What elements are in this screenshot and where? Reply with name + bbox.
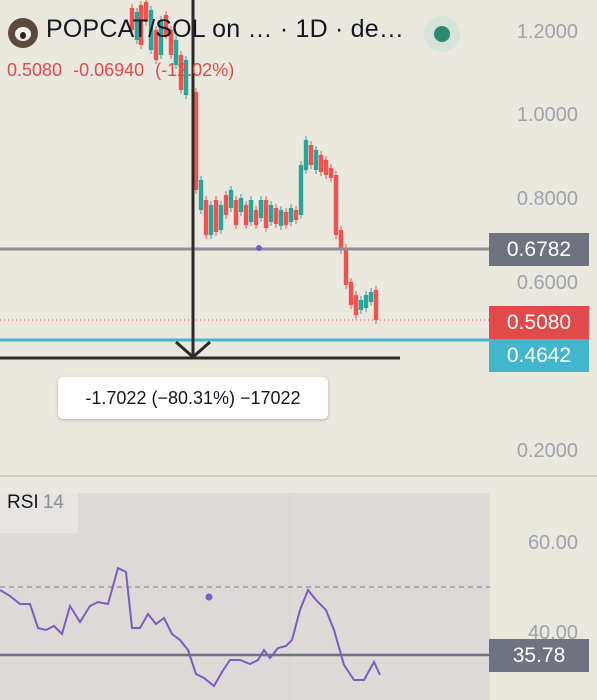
- price-tag-support-line[interactable]: 0.4642: [489, 339, 589, 372]
- candle-body[interactable]: [138, 5, 144, 45]
- rsi-marker-dot: [205, 593, 213, 601]
- candle-body[interactable]: [134, 12, 140, 40]
- chart-header: POPCAT/SOL on … · 1D · de… 0.5080 -0.069…: [0, 0, 597, 90]
- rsi-value-tag[interactable]: 35.78: [489, 639, 589, 672]
- candle-body[interactable]: [308, 145, 314, 165]
- rsi-legend[interactable]: RSI 14: [7, 492, 64, 514]
- ohlc-quote: 0.5080 -0.06940 (-12.02%): [7, 60, 240, 81]
- candle-body[interactable]: [223, 195, 229, 215]
- candle-body[interactable]: [338, 230, 344, 250]
- measure-result-label[interactable]: -1.7022 (−80.31%) −17022: [58, 377, 328, 419]
- candle-body[interactable]: [198, 180, 204, 210]
- price-axis-tick: 0.2000: [516, 440, 578, 462]
- candle-body[interactable]: [293, 210, 299, 220]
- price-change-percent: (-12.02%): [155, 60, 235, 80]
- candle-body[interactable]: [288, 208, 294, 222]
- candle-body[interactable]: [248, 200, 254, 222]
- candle-body[interactable]: [208, 205, 214, 235]
- candle-body[interactable]: [183, 60, 189, 95]
- candle-body[interactable]: [323, 160, 329, 175]
- rsi-axis-tick: 40.00: [527, 622, 578, 644]
- candle-body[interactable]: [178, 55, 184, 90]
- candle-body[interactable]: [333, 175, 339, 235]
- symbol-title[interactable]: POPCAT/SOL on … · 1D · de…: [46, 15, 405, 43]
- candle-body[interactable]: [213, 200, 219, 232]
- popcat-symbol-icon: [8, 18, 38, 48]
- candle-body[interactable]: [218, 205, 224, 230]
- candle-body[interactable]: [233, 200, 239, 225]
- candle-body[interactable]: [203, 200, 209, 235]
- candle-body[interactable]: [168, 30, 174, 55]
- candle-body[interactable]: [353, 295, 359, 315]
- price-axis-tick: 0.6000: [516, 272, 578, 294]
- price-axis-tick: 1.0000: [516, 104, 578, 126]
- candle-body[interactable]: [143, 2, 149, 22]
- candle-body[interactable]: [318, 155, 324, 172]
- price-axis-tick: 1.2000: [516, 21, 578, 43]
- candle-body[interactable]: [253, 210, 259, 225]
- candle-body[interactable]: [373, 290, 379, 320]
- candle-body[interactable]: [303, 140, 309, 170]
- rsi-length: 14: [42, 492, 64, 513]
- candle-body[interactable]: [193, 92, 199, 190]
- candle-body[interactable]: [173, 40, 179, 65]
- price-axis-tick: 0.8000: [516, 188, 578, 210]
- price-tag-last-price[interactable]: 0.5080: [489, 306, 589, 339]
- rsi-line[interactable]: [0, 566, 381, 688]
- market-status-icon[interactable]: [424, 16, 460, 52]
- last-price: 0.5080: [7, 60, 63, 80]
- candle-body[interactable]: [268, 205, 274, 222]
- candle-body[interactable]: [228, 190, 234, 208]
- candle-body[interactable]: [153, 30, 159, 60]
- candle-body[interactable]: [363, 295, 369, 308]
- candle-body[interactable]: [263, 200, 269, 228]
- candle-body[interactable]: [298, 165, 304, 215]
- candle-body[interactable]: [158, 20, 164, 55]
- candle-body[interactable]: [348, 282, 354, 305]
- rsi-legend-background: [0, 493, 78, 533]
- candle-body[interactable]: [313, 150, 319, 170]
- candle-body[interactable]: [278, 210, 284, 226]
- rsi-title: RSI: [7, 492, 39, 513]
- candle-body[interactable]: [129, 8, 135, 30]
- rsi-axis-tick: 60.00: [527, 532, 578, 554]
- price-tag-horizontal-line[interactable]: 0.6782: [489, 233, 589, 266]
- candle-body[interactable]: [368, 292, 374, 302]
- candle-body[interactable]: [258, 200, 264, 218]
- candle-body[interactable]: [273, 208, 279, 224]
- candle-body[interactable]: [163, 15, 169, 35]
- candle-body[interactable]: [148, 10, 154, 50]
- candle-body[interactable]: [358, 300, 364, 310]
- candle-body[interactable]: [343, 248, 349, 285]
- price-change: -0.06940: [73, 60, 145, 80]
- candle-body[interactable]: [243, 205, 249, 225]
- measure-arrow-icon: [175, 340, 211, 360]
- candle-body[interactable]: [328, 168, 334, 178]
- candle-body[interactable]: [283, 212, 289, 225]
- chart-marker-dot: [256, 245, 262, 251]
- candle-body[interactable]: [238, 198, 244, 212]
- rsi-panel-background: [0, 493, 490, 700]
